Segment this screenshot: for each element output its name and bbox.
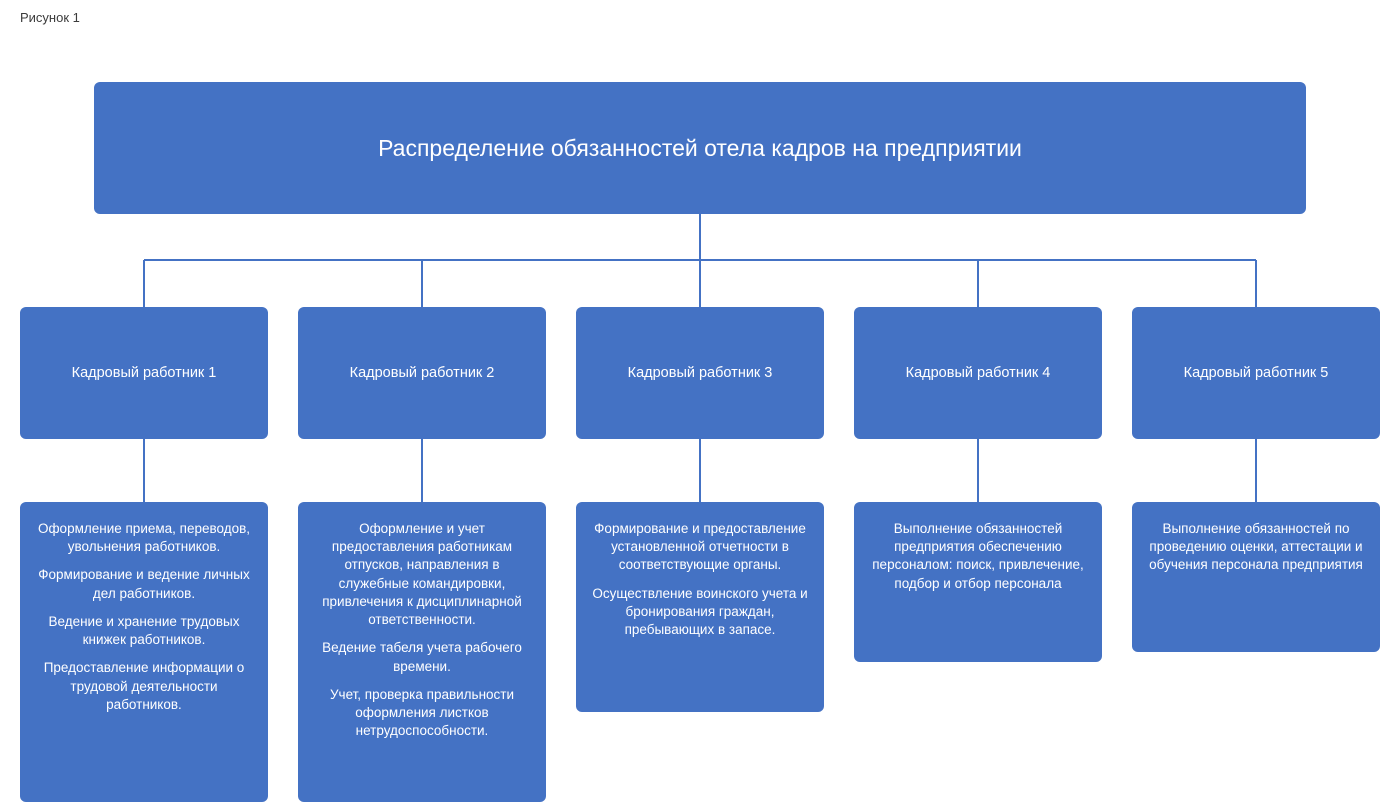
duty-text: Выполнение обязанностей предприятия обес…: [868, 520, 1088, 593]
duties-node-5: Выполнение обязанностей по проведению оц…: [1132, 502, 1380, 652]
duty-text: Оформление приема, переводов, увольнения…: [34, 520, 254, 556]
duty-text: Ведение табеля учета рабочего времени.: [312, 639, 532, 675]
duty-text: Выполнение обязанностей по проведению оц…: [1146, 520, 1366, 575]
worker-node-4: Кадровый работник 4: [854, 307, 1102, 439]
worker-label: Кадровый работник 1: [72, 365, 217, 381]
duty-text: Предоставление информации о трудовой дея…: [34, 659, 254, 714]
duties-node-3: Формирование и предоставление установлен…: [576, 502, 824, 712]
figure-caption: Рисунок 1: [20, 10, 80, 25]
worker-label: Кадровый работник 2: [350, 365, 495, 381]
worker-node-5: Кадровый работник 5: [1132, 307, 1380, 439]
worker-label: Кадровый работник 5: [1184, 365, 1329, 381]
duties-node-2: Оформление и учет предоставления работни…: [298, 502, 546, 802]
root-title: Распределение обязанностей отела кадров …: [378, 135, 1022, 162]
duty-text: Формирование и ведение личных дел работн…: [34, 566, 254, 602]
duties-node-1: Оформление приема, переводов, увольнения…: [20, 502, 268, 802]
duty-text: Оформление и учет предоставления работни…: [312, 520, 532, 629]
duty-text: Ведение и хранение трудовых книжек работ…: [34, 613, 254, 649]
duty-text: Учет, проверка правильности оформления л…: [312, 686, 532, 741]
worker-node-1: Кадровый работник 1: [20, 307, 268, 439]
worker-node-2: Кадровый работник 2: [298, 307, 546, 439]
duties-node-4: Выполнение обязанностей предприятия обес…: [854, 502, 1102, 662]
worker-label: Кадровый работник 3: [628, 365, 773, 381]
duty-text: Осуществление воинского учета и брониров…: [590, 585, 810, 640]
duty-text: Формирование и предоставление установлен…: [590, 520, 810, 575]
worker-node-3: Кадровый работник 3: [576, 307, 824, 439]
root-node: Распределение обязанностей отела кадров …: [94, 82, 1306, 214]
worker-label: Кадровый работник 4: [906, 365, 1051, 381]
